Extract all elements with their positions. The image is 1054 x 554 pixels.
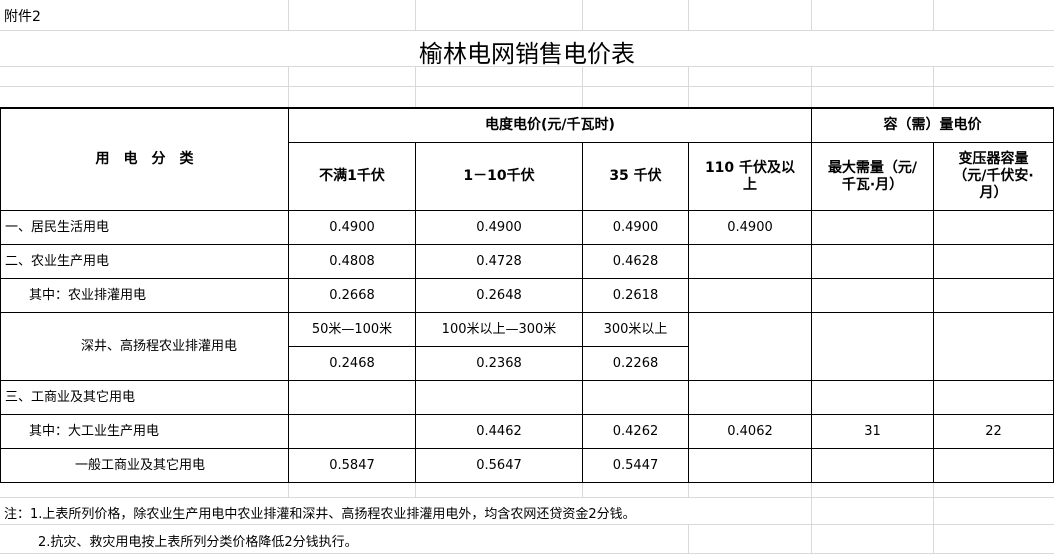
- price-cell: 31: [812, 415, 934, 449]
- price-cell: 0.4728: [416, 245, 583, 279]
- price-cell: [689, 449, 812, 483]
- depth-range-cell: 100米以上—300米: [416, 313, 583, 347]
- price-cell: 0.4628: [583, 245, 689, 279]
- price-cell: [934, 381, 1054, 415]
- price-cell: 0.4462: [416, 415, 583, 449]
- price-cell: 22: [934, 415, 1054, 449]
- price-cell: 0.5847: [289, 449, 416, 483]
- price-cell: [934, 211, 1054, 245]
- price-cell: 0.4808: [289, 245, 416, 279]
- price-cell: [289, 415, 416, 449]
- row-label: 二、农业生产用电: [0, 245, 289, 279]
- price-cell: 0.5447: [583, 449, 689, 483]
- price-cell: 0.4262: [583, 415, 689, 449]
- price-cell: [934, 449, 1054, 483]
- note-1: 注：1.上表所列价格，除农业生产用电中农业排灌和深井、高扬程农业排灌用电外，均含…: [4, 507, 636, 522]
- price-cell: 0.4062: [689, 415, 812, 449]
- price-cell: 0.4900: [583, 211, 689, 245]
- note-2: 2.抗灾、救灾用电按上表所列分类价格降低2分钱执行。: [38, 535, 358, 550]
- col-header: 最大需量（元/千瓦·月）: [812, 143, 934, 211]
- price-cell: [289, 381, 416, 415]
- depth-range-cell: 300米以上: [583, 313, 689, 347]
- price-cell: [583, 381, 689, 415]
- price-cell: [812, 245, 934, 279]
- price-cell: 0.2648: [416, 279, 583, 313]
- price-cell: 0.4900: [689, 211, 812, 245]
- price-cell: 0.5647: [416, 449, 583, 483]
- row-label: 其中：农业排灌用电: [0, 279, 289, 313]
- header-capacity-price: 容（需）量电价: [812, 108, 1054, 143]
- price-cell: [416, 381, 583, 415]
- col-header: 1－10千伏: [416, 143, 583, 211]
- row-label: 三、工商业及其它用电: [0, 381, 289, 415]
- price-cell: [934, 279, 1054, 313]
- price-cell: [689, 245, 812, 279]
- price-cell: [812, 381, 934, 415]
- price-cell: 0.2368: [416, 347, 583, 381]
- col-header: 35 千伏: [583, 143, 689, 211]
- price-cell: [812, 313, 934, 381]
- price-cell: 0.4900: [416, 211, 583, 245]
- header-energy-price: 电度电价(元/千瓦时): [289, 108, 812, 143]
- col-header: 110 千伏及以上: [689, 143, 812, 211]
- price-cell: [812, 211, 934, 245]
- price-cell: [689, 279, 812, 313]
- price-cell: 0.2468: [289, 347, 416, 381]
- price-cell: 0.2618: [583, 279, 689, 313]
- attachment-label: 附件2: [4, 9, 41, 25]
- price-cell: [934, 313, 1054, 381]
- col-header: 不满1千伏: [289, 143, 416, 211]
- header-category: 用 电 分 类: [0, 108, 289, 211]
- price-cell: [689, 381, 812, 415]
- price-cell: [934, 245, 1054, 279]
- row-label: 深井、高扬程农业排灌用电: [0, 313, 289, 381]
- row-label: 一般工商业及其它用电: [0, 449, 289, 483]
- price-cell: [812, 279, 934, 313]
- price-cell: 0.2668: [289, 279, 416, 313]
- col-header: 变压器容量（元/千伏安·月）: [934, 143, 1054, 211]
- price-cell: [812, 449, 934, 483]
- price-cell: 0.2268: [583, 347, 689, 381]
- depth-range-cell: 50米—100米: [289, 313, 416, 347]
- price-cell: [689, 313, 812, 381]
- page-title: 榆林电网销售电价表: [419, 40, 635, 68]
- row-label: 一、居民生活用电: [0, 211, 289, 245]
- price-cell: 0.4900: [289, 211, 416, 245]
- row-label: 其中：大工业生产用电: [0, 415, 289, 449]
